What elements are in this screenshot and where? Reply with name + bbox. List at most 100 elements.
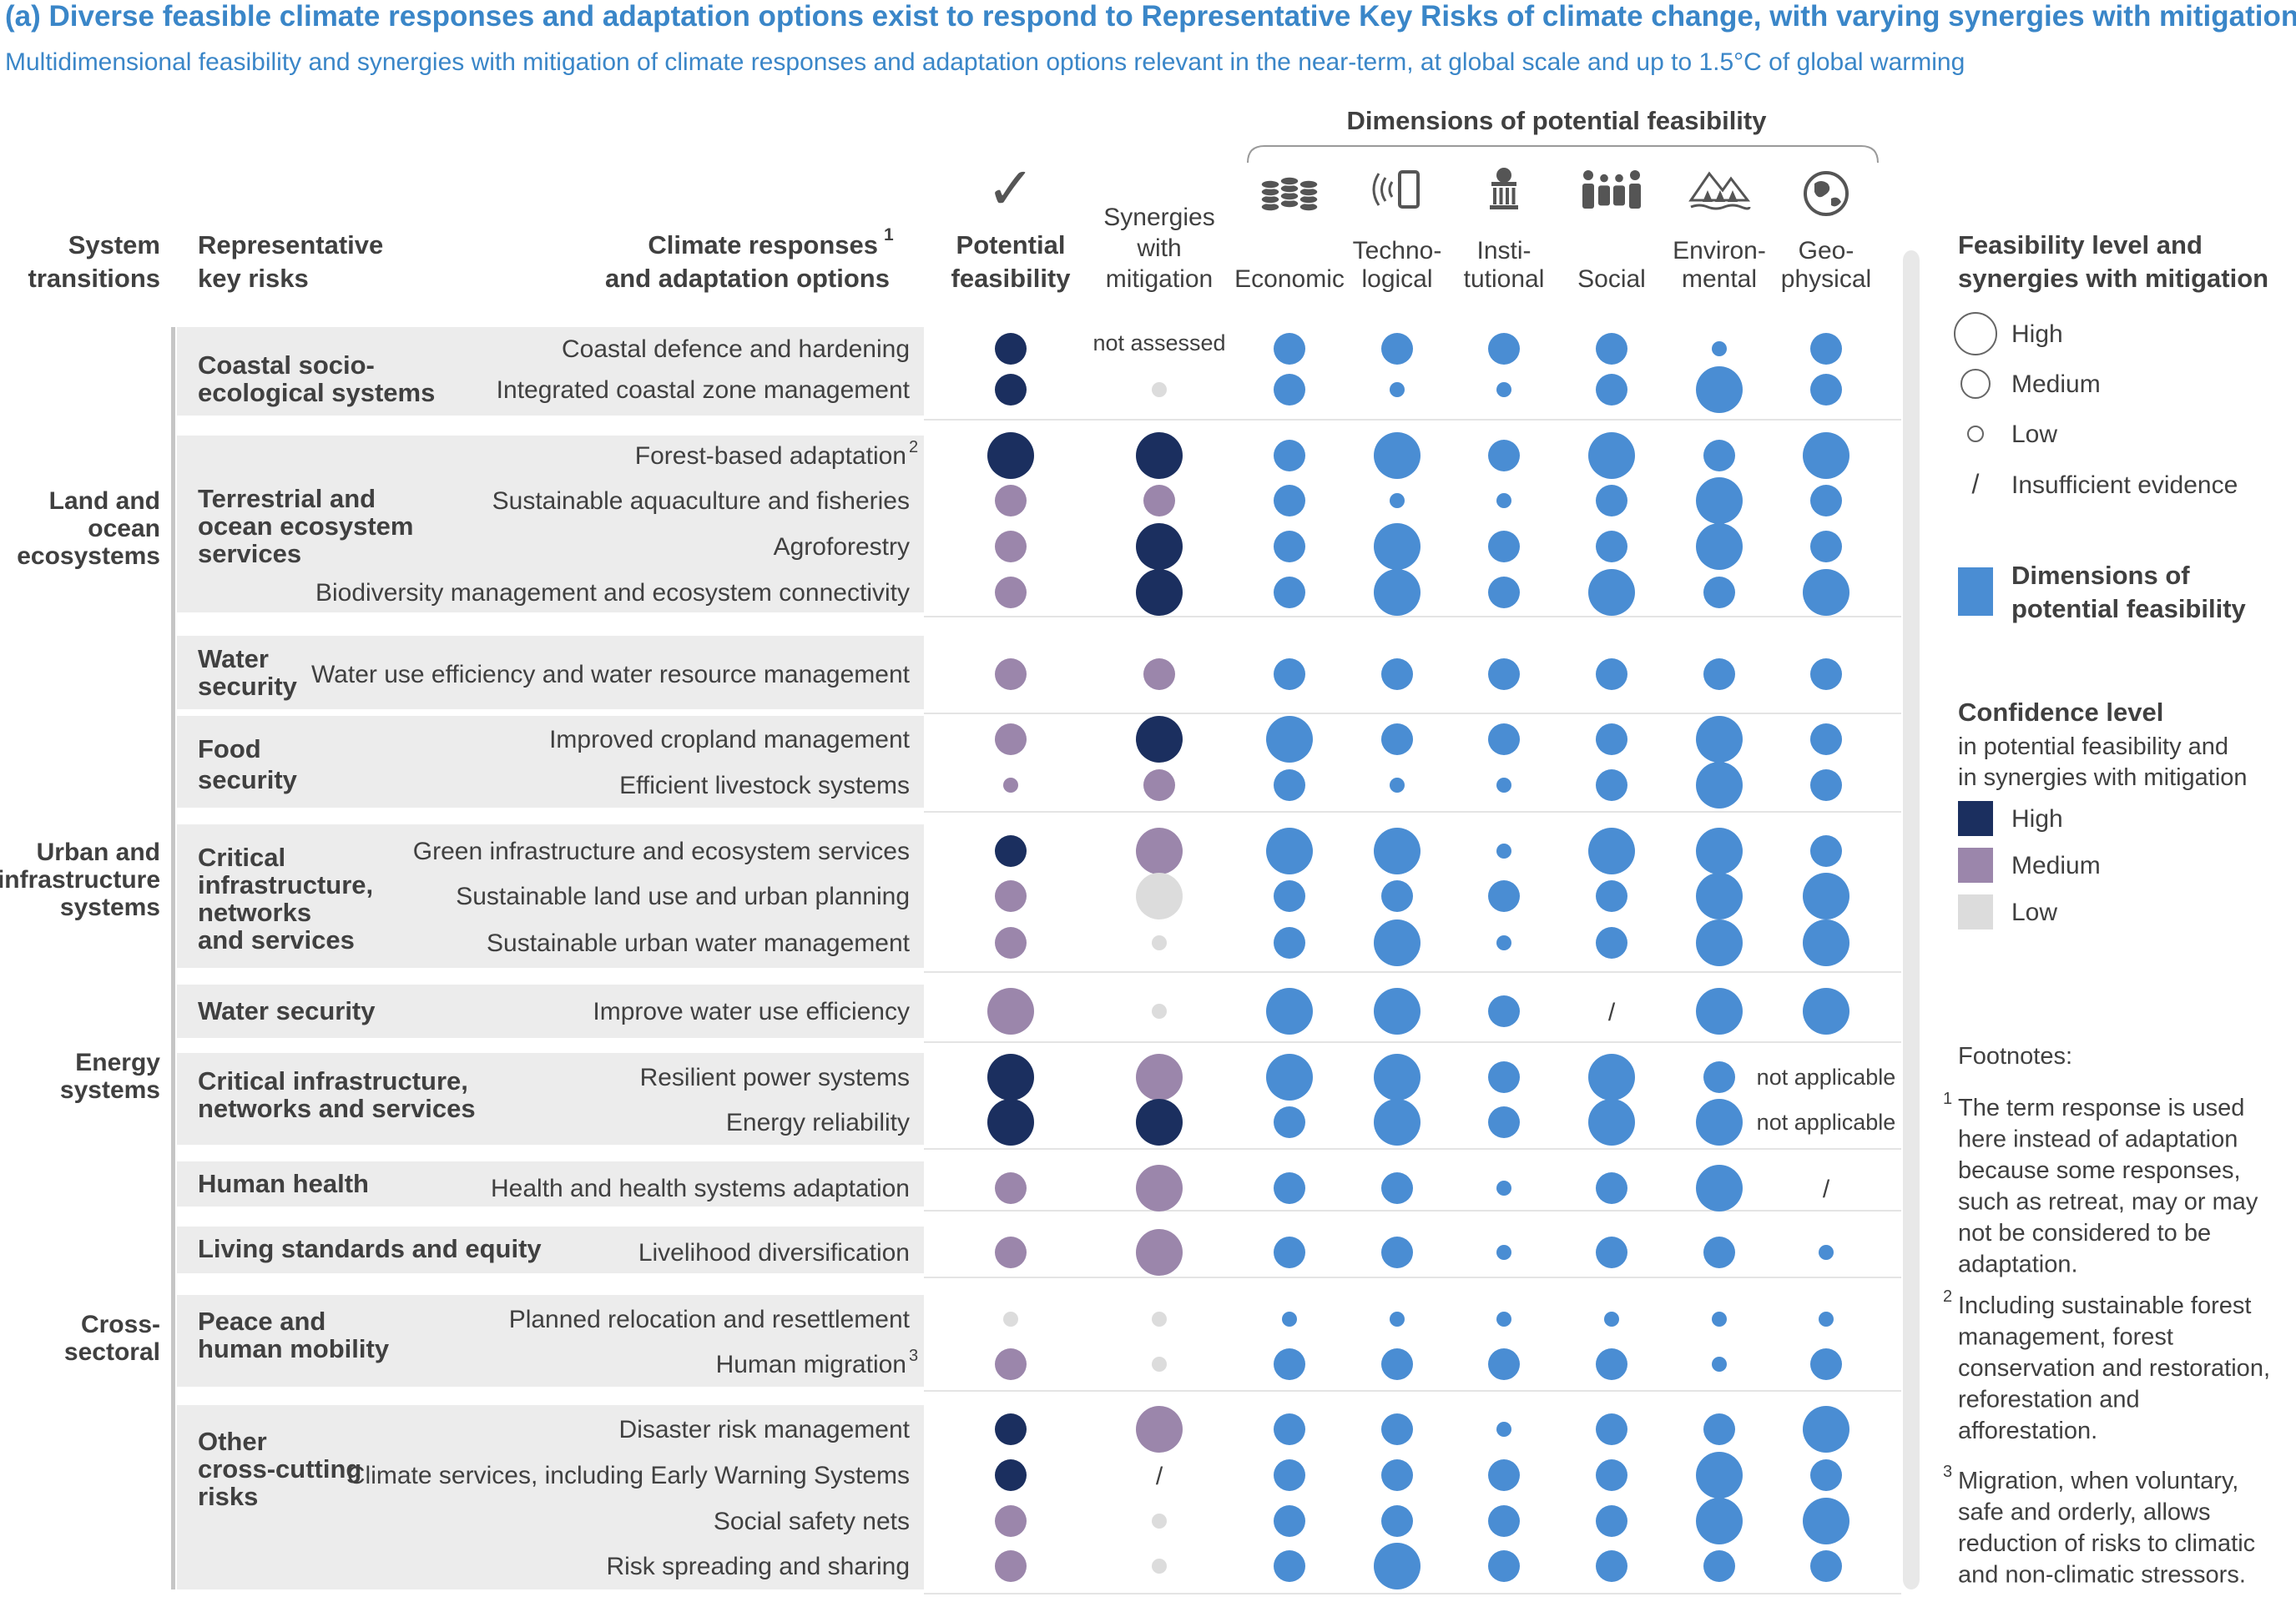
system-label: Cross- [81,1311,160,1338]
synergy-bubble [1136,569,1183,616]
synergy-bubble [1136,828,1183,874]
dimension-bubble [1488,440,1520,471]
dimension-bubble [1374,828,1420,874]
entablature [1491,182,1516,186]
legend-confidence-swatch [1958,801,1993,836]
risk-group-label-line: infrastructure, [198,870,373,899]
legend-size-circle [1960,369,1991,399]
feasibility-bubble [987,1054,1034,1101]
dimension-bubble [1374,523,1420,570]
risk-group-label-line: networks and services [198,1094,476,1123]
dimension-bubble [1696,1165,1743,1212]
tree [1715,190,1725,202]
feasibility-bubble [995,1505,1027,1537]
legend-dimension-label-line: Dimensions of [2011,561,2190,590]
dimension-bubble [1696,919,1743,966]
footnote-text-line: conservation and restoration, [1958,1355,2270,1382]
response-option-label: Energy reliability [726,1109,910,1136]
dimension-bubble [1488,333,1520,365]
footnote-text-line: here instead of adaptation [1958,1126,2238,1153]
header-dimension-line: physical [1781,265,1871,293]
risk-band [177,1161,924,1207]
dimension-bubble [1381,1237,1413,1268]
dimension-bubble [1712,1357,1727,1372]
dimension-bubble [1488,1106,1520,1138]
dimension-bubble [1596,880,1627,912]
response-option-label: Disaster risk management [619,1416,911,1443]
dimension-bubble [1274,440,1305,471]
footnote-number: 2 [1943,1287,1952,1306]
synergy-bubble [1136,716,1183,763]
dimension-bubble [1703,1413,1735,1445]
dimension-bubble [1381,333,1413,365]
synergy-bubble [1152,1559,1167,1574]
header-responses: and adaptation options [605,264,890,293]
response-option-label: Improved cropland management [549,726,911,753]
phone-body [1398,170,1420,209]
synergy-bubble [1143,658,1175,690]
person-body [1629,184,1641,209]
legend-insufficient-label: Insufficient evidence [2011,471,2238,499]
dimension-bubble [1810,374,1842,406]
header-dimension-line: mental [1682,265,1757,293]
dimension-bubble [1496,1422,1511,1437]
dimension-bubble [1810,835,1842,867]
header-dimension-line: tutional [1464,265,1545,293]
dimension-bubble [1703,577,1735,608]
legend-confidence-label: Medium [2011,852,2101,879]
dimension-bubble [1696,716,1743,763]
feasibility-bubble [995,485,1027,516]
dimension-bubble [1810,1348,1842,1380]
feasibility-bubble [995,723,1027,755]
dimension-bubble [1696,828,1743,874]
globe-outline [1804,171,1849,216]
dimension-bubble [1374,988,1420,1035]
response-option-sup: 2 [909,438,918,456]
people-icon [1582,170,1641,209]
header-dimension: Economic [1234,265,1345,293]
header-system-transitions-line: System [68,230,160,259]
response-option-label: Sustainable urban water management [487,929,911,957]
person-body [1613,185,1625,206]
column [1511,188,1516,204]
dimension-bubble [1810,1459,1842,1491]
legend-confidence-sub-line: in potential feasibility and [1958,733,2228,760]
dimension-bubble [1274,769,1305,801]
dimension-bubble [1696,1498,1743,1544]
dimension-bubble [1488,531,1520,562]
synergy-bubble [1136,1165,1183,1212]
dimension-bubble [1810,723,1842,755]
response-option-label: Efficient livestock systems [619,772,910,799]
institution-building-icon [1490,168,1518,209]
risk-band [177,985,924,1038]
dimension-bubble [1374,919,1420,966]
system-label: systems [60,894,160,921]
synergy-bubble [1136,523,1183,570]
feasibility-bubble [995,1172,1027,1204]
risk-group-label-line: Critical infrastructure, [198,1066,468,1096]
dimension-bubble [1596,374,1627,406]
dimension-bubble [1274,1348,1305,1380]
risk-group-label-line: and services [198,925,355,955]
dimension-bubble [1696,477,1743,524]
person-head [1615,174,1623,183]
legend-dimension-label-line: potential feasibility [2011,594,2247,623]
dimension-bubble [1274,1237,1305,1268]
legend-confidence-label: Low [2011,899,2057,926]
dimension-bubble [1488,1459,1520,1491]
header-dimension-line: Environ- [1673,237,1766,264]
dimension-bubble [1596,658,1627,690]
header-dimension: Social [1577,265,1646,293]
dimension-bubble [1488,995,1520,1027]
synergy-not-assessed: not assessed [1092,330,1225,355]
header-key-risks-line: key risks [198,264,309,293]
dimension-bubble [1381,1459,1413,1491]
table-edge-shadow [1903,250,1920,1589]
risk-band [177,636,924,709]
dimension-bubble [1381,880,1413,912]
risk-band [177,1295,924,1387]
feasibility-bubble [987,988,1034,1035]
dimension-bubble [1496,1181,1511,1196]
dimension-insufficient: / [1608,999,1616,1026]
dimension-bubble [1488,1348,1520,1380]
